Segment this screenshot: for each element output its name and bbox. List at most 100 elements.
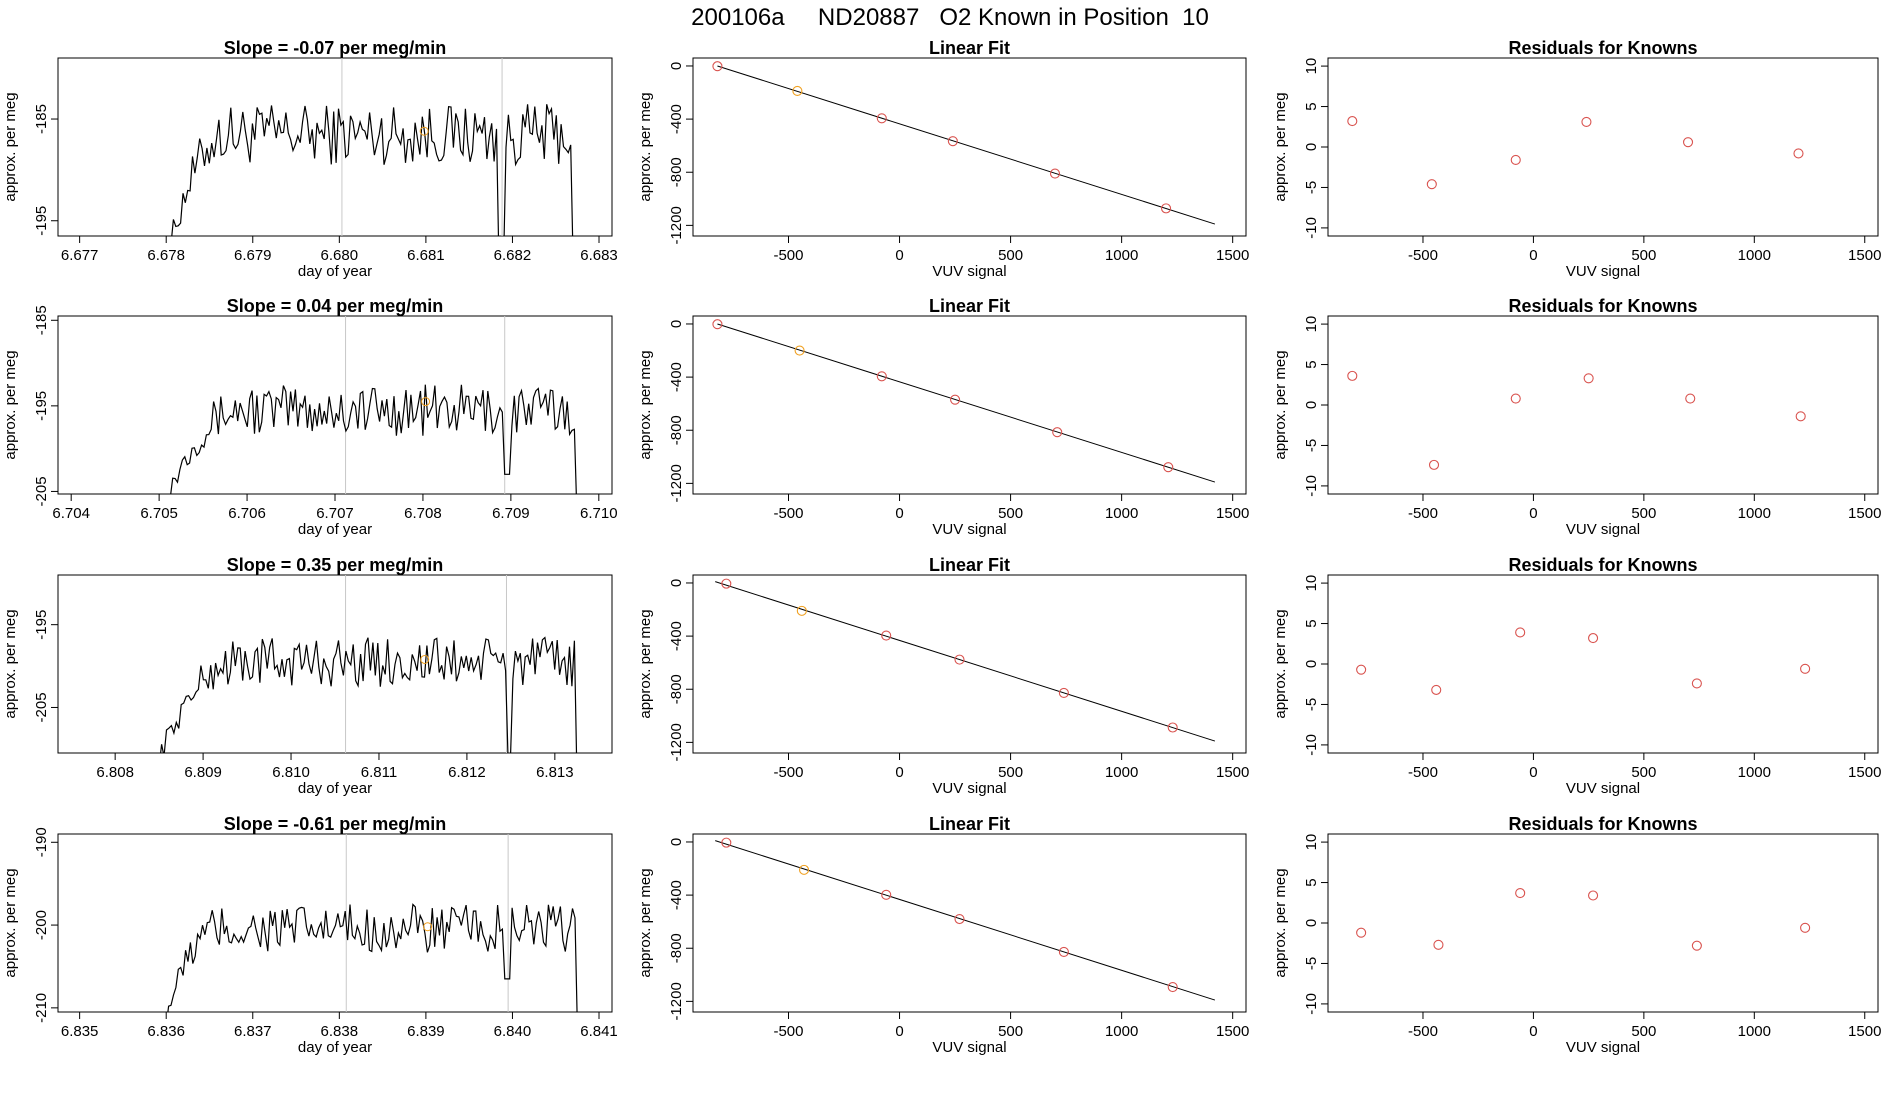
residual-point [1583,373,1594,384]
x-tick-label: 1000 [1105,505,1138,522]
y-tick-label: -205 [33,476,50,506]
y-tick-label: 5 [1303,619,1320,627]
x-tick-label: 6.840 [494,1023,532,1040]
x-tick-label: 0 [1529,1023,1537,1040]
x-axis-label: VUV signal [1566,780,1640,797]
known-point [881,630,892,641]
y-tick-label: -185 [33,305,50,335]
x-tick-label: 1500 [1848,247,1881,264]
x-tick-label: -500 [773,764,803,781]
x-axis-label: day of year [298,521,372,538]
y-tick-label: -800 [668,415,685,445]
y-tick-label: -1200 [668,723,685,761]
x-tick-label: 500 [1631,505,1656,522]
y-tick-label: -200 [33,910,50,940]
y-tick-label: -205 [33,692,50,722]
y-tick-label: 0 [668,838,685,846]
x-tick-label: 500 [998,247,1023,264]
x-tick-label: 0 [895,1023,903,1040]
x-tick-label: 6.808 [96,764,134,781]
x-tick-label: 6.681 [407,247,445,264]
plot-frame [692,315,1247,495]
y-tick-label: -210 [33,993,50,1023]
residual-point [1426,179,1437,190]
x-tick-label: 1000 [1738,1023,1771,1040]
x-tick-label: 6.682 [494,247,532,264]
x-tick-label: 6.837 [234,1023,272,1040]
known-point [876,113,887,124]
x-tick-label: 1500 [1216,1023,1249,1040]
residual-point [1793,148,1804,159]
x-tick-label: -500 [773,1023,803,1040]
residual-point [1588,890,1599,901]
fit-line [715,581,1216,742]
y-tick-label: 10 [1303,575,1320,592]
x-tick-label: -500 [1408,1023,1438,1040]
fit-line [717,323,1216,483]
known-point [721,837,732,848]
plot-frame [1327,833,1879,1013]
x-axis-label: VUV signal [1566,1039,1640,1056]
x-tick-label: 500 [998,505,1023,522]
x-tick-label: 1000 [1105,1023,1138,1040]
y-tick-label: -195 [33,391,50,421]
x-tick-label: 500 [998,764,1023,781]
y-axis-label: approx. per meg [2,350,19,459]
time-series-trace [160,636,578,753]
y-tick-label: -800 [668,933,685,963]
residual-point [1356,664,1367,675]
y-tick-label: -400 [668,880,685,910]
x-tick-label: 6.838 [321,1023,359,1040]
x-tick-label: 6.679 [234,247,272,264]
x-tick-label: 6.839 [407,1023,445,1040]
x-axis-label: day of year [298,1039,372,1056]
residual-point [1685,393,1696,404]
x-tick-label: -500 [773,505,803,522]
x-tick-label: 6.678 [147,247,185,264]
x-tick-label: -500 [1408,505,1438,522]
known-point [1052,427,1063,438]
y-tick-label: -5 [1303,439,1320,452]
known-point [721,578,732,589]
known-point [954,913,965,925]
panel-title: Slope = -0.07 per meg/min [224,38,447,58]
highlight-point [419,126,429,136]
panel-title: Linear Fit [929,555,1010,575]
y-tick-label: 0 [668,579,685,587]
highlight-point [794,345,805,356]
x-axis-label: VUV signal [932,780,1006,797]
x-tick-label: -500 [773,247,803,264]
x-tick-label: 1000 [1738,505,1771,522]
x-axis-label: VUV signal [932,1039,1006,1056]
y-tick-label: -10 [1303,217,1320,239]
y-tick-label: -10 [1303,993,1320,1015]
x-tick-label: -500 [1408,247,1438,264]
known-point [1058,946,1069,958]
x-tick-label: 6.677 [61,247,99,264]
x-tick-label: 6.836 [147,1023,185,1040]
x-tick-label: 0 [895,505,903,522]
time-series-trace [167,903,578,1012]
known-point [1167,722,1178,733]
x-tick-label: 6.810 [272,764,310,781]
y-tick-label: 5 [1303,878,1320,886]
residual-point [1356,927,1367,938]
residual-point [1510,154,1521,165]
y-tick-label: 10 [1303,58,1320,75]
y-tick-label: -10 [1303,734,1320,756]
y-tick-label: -800 [668,157,685,187]
known-point [954,654,965,665]
panel-title: Residuals for Knowns [1508,555,1697,575]
y-tick-label: -400 [668,621,685,651]
residual-point [1510,393,1521,404]
panel-title: Linear Fit [929,814,1010,834]
x-tick-label: 1500 [1216,505,1249,522]
residual-point [1347,116,1358,127]
x-axis-label: VUV signal [932,263,1006,280]
x-axis-label: day of year [298,780,372,797]
y-tick-label: 0 [1303,143,1320,151]
y-tick-label: 5 [1303,102,1320,110]
highlight-point [420,654,430,664]
known-point [881,889,892,900]
residual-point [1428,459,1440,470]
